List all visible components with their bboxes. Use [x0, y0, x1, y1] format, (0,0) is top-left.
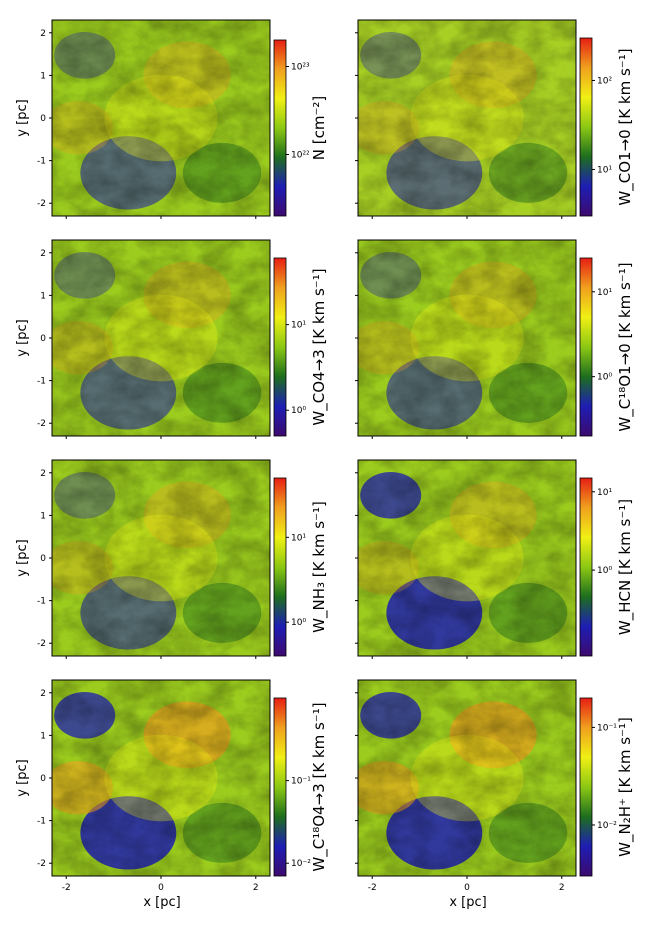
colorbar-1 [579, 37, 593, 217]
colorbar-6 [273, 697, 287, 877]
y-tick-label-6-0: 2 [40, 689, 46, 699]
colorbar-5 [579, 477, 593, 657]
heatmap-3-texture [358, 240, 576, 436]
y-tick-label-4-3: -1 [37, 597, 46, 607]
colorbar-tick-label-2-1: 10⁰ [291, 406, 306, 416]
colorbar-label-2: W_CO4→3 [K km s⁻¹] [310, 268, 329, 425]
y-tick-label-6-3: -1 [37, 817, 46, 827]
heatmap-1-texture [358, 20, 576, 216]
y-tick-label-0-3: -1 [37, 157, 46, 167]
colorbar-4 [273, 477, 287, 657]
heatmap-2-texture [52, 240, 270, 436]
y-tick-label-2-2: 0 [40, 334, 46, 344]
colorbar-tick-label-6-1: 10⁻² [291, 859, 311, 869]
y-tick-label-6-4: -2 [37, 859, 46, 869]
y-tick-label-4-1: 1 [40, 511, 46, 521]
colorbar-tick-label-4-0: 10¹ [291, 533, 306, 543]
colorbar-tick-label-5-1: 10⁰ [597, 566, 612, 576]
colorbar-tick-label-1-0: 10² [597, 76, 612, 86]
y-tick-label-4-4: -2 [37, 639, 46, 649]
y-tick-label-2-0: 2 [40, 249, 46, 259]
x-tick-label-6-1: 0 [158, 883, 164, 893]
y-tick-label-4-0: 2 [40, 469, 46, 479]
y-axis-label-0: y [pc] [15, 99, 30, 136]
y-tick-label-2-4: -2 [37, 419, 46, 429]
x-tick-label-6-0: -2 [62, 883, 71, 893]
colorbar-tick-label-7-0: 10⁻¹ [597, 723, 617, 733]
y-axis-label-2: y [pc] [15, 319, 30, 356]
colorbar-label-7: W_N₂H⁺ [K km s⁻¹] [616, 717, 635, 857]
colorbar-tick-label-6-0: 10⁻¹ [291, 777, 311, 787]
colorbar-label-1: W_CO1→0 [K km s⁻¹] [616, 48, 635, 205]
colorbar-0 [273, 39, 287, 217]
colorbar-2 [273, 257, 287, 437]
y-tick-label-0-4: -2 [37, 199, 46, 209]
y-tick-label-4-2: 0 [40, 554, 46, 564]
heatmap-4-texture [52, 460, 270, 656]
y-tick-label-6-1: 1 [40, 731, 46, 741]
heatmap-6-texture [52, 680, 270, 876]
colorbar-tick-label-7-1: 10⁻² [597, 821, 617, 831]
colorbar-label-0: N [cm⁻²] [310, 96, 328, 160]
colorbar-tick-label-0-0: 10²³ [291, 62, 310, 72]
colorbar-tick-label-3-1: 10⁰ [597, 373, 612, 383]
colorbar-3 [579, 257, 593, 437]
heatmap-7-texture [358, 680, 576, 876]
x-axis-label-left: x [pc] [143, 895, 180, 910]
x-tick-label-7-1: 0 [464, 883, 470, 893]
x-tick-label-6-2: 2 [253, 883, 259, 893]
colorbar-tick-label-4-1: 10⁰ [291, 618, 306, 628]
colorbar-tick-label-3-0: 10¹ [597, 288, 612, 298]
x-tick-label-7-2: 2 [559, 883, 565, 893]
x-axis-label-right: x [pc] [449, 895, 486, 910]
colorbar-label-3: W_C¹⁸O1→0 [K km s⁻¹] [616, 262, 635, 431]
y-axis-label-4: y [pc] [15, 539, 30, 576]
y-tick-label-0-1: 1 [40, 71, 46, 81]
heatmap-5-texture [358, 460, 576, 656]
colorbar-tick-label-2-0: 10¹ [291, 321, 306, 331]
y-tick-label-0-0: 2 [40, 29, 46, 39]
colorbar-tick-label-5-0: 10¹ [597, 488, 612, 498]
x-tick-label-7-0: -2 [368, 883, 377, 893]
colorbar-tick-label-1-1: 10¹ [597, 165, 612, 175]
y-tick-label-2-1: 1 [40, 291, 46, 301]
colorbar-7 [579, 697, 593, 877]
y-axis-label-6: y [pc] [15, 759, 30, 796]
heatmap-0-texture [52, 20, 270, 216]
y-tick-label-0-2: 0 [40, 114, 46, 124]
y-tick-label-6-2: 0 [40, 774, 46, 784]
colorbar-label-6: W_C¹⁸O4→3 [K km s⁻¹] [310, 702, 329, 871]
colorbar-label-5: W_HCN [K km s⁻¹] [616, 499, 635, 635]
colorbar-label-4: W_NH₃ [K km s⁻¹] [310, 501, 329, 633]
y-tick-label-2-3: -1 [37, 377, 46, 387]
colorbar-tick-label-0-1: 10²² [291, 150, 310, 160]
